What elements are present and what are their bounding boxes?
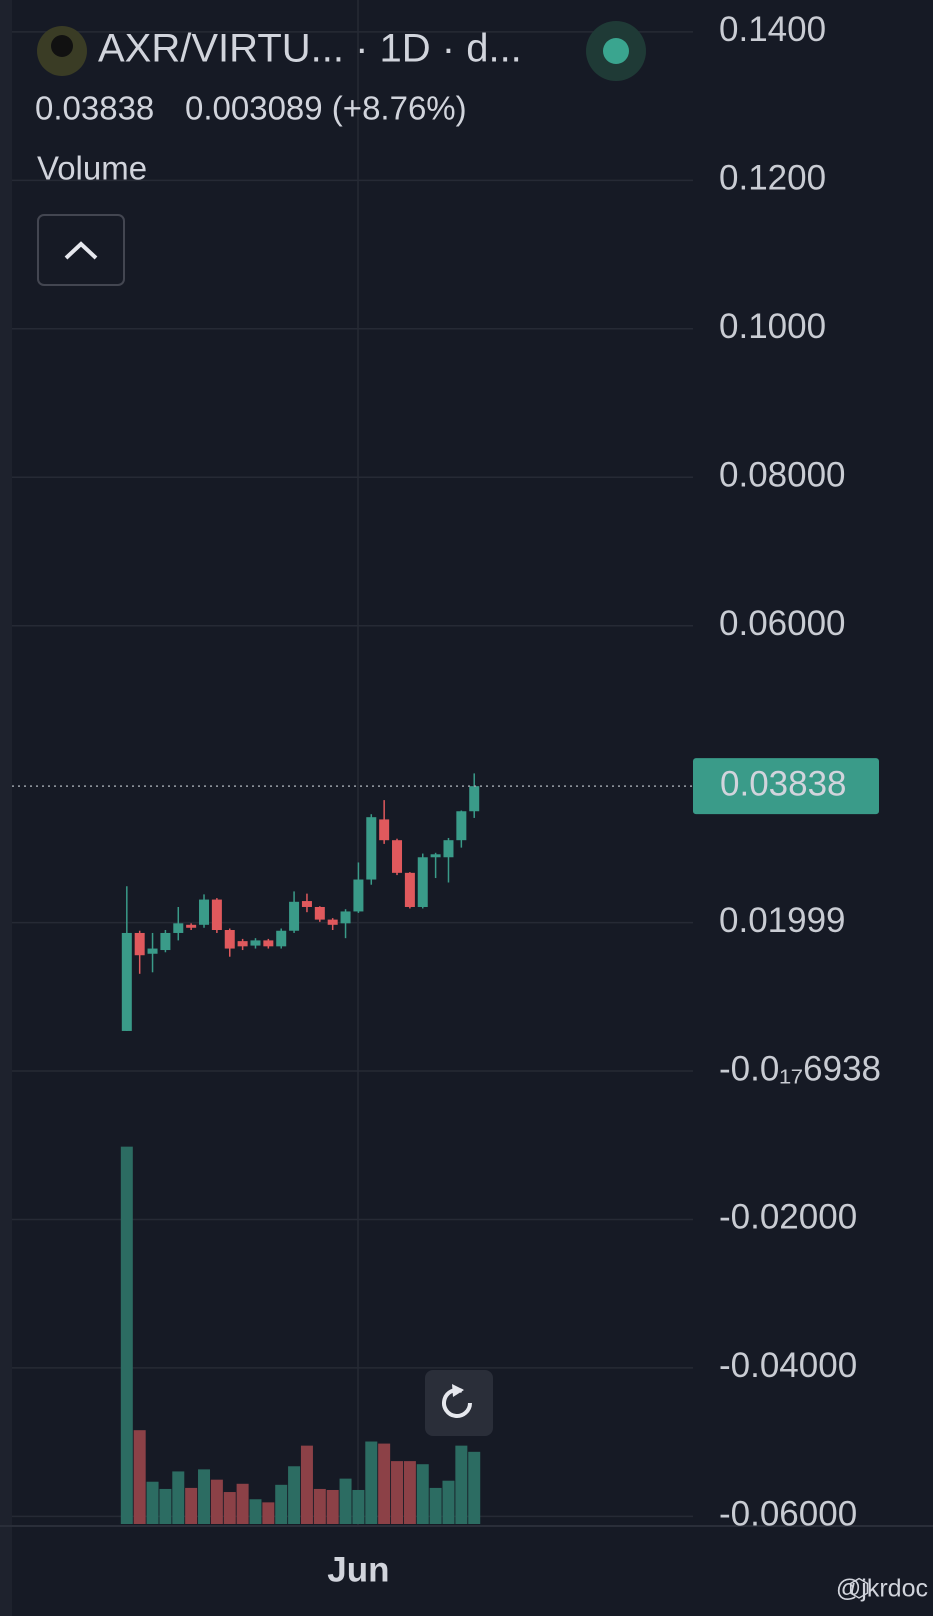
candle-body [314, 906, 325, 920]
candle-body [237, 941, 248, 947]
y-tick-label: -0.0₁₇6938 [719, 1049, 881, 1088]
y-tick-label: 0.08000 [719, 455, 846, 494]
price-change: 0.003089 (+8.76%) [185, 90, 467, 127]
watermark-icon: ⬡ [848, 1575, 870, 1603]
volume-bar [249, 1499, 262, 1524]
y-tick-label: -0.02000 [719, 1198, 857, 1237]
candle-body [379, 819, 390, 841]
candle-body [340, 911, 351, 924]
volume-bar [429, 1487, 442, 1524]
volume-bar [133, 1430, 146, 1524]
candle-body [276, 930, 287, 947]
volume-bar [275, 1484, 288, 1524]
candle-body [417, 857, 428, 907]
indicator-label[interactable]: Volume [37, 150, 147, 187]
status-dot [603, 38, 629, 64]
volume-bar [365, 1441, 378, 1524]
last-price-label: 0.03838 [720, 764, 847, 803]
y-tick-label: 0.1400 [719, 10, 826, 49]
x-tick-label: Jun [327, 1550, 389, 1589]
reset-arrow [452, 1384, 464, 1397]
y-tick-label: 0.01999 [719, 901, 846, 940]
avatar-face [51, 35, 73, 57]
volume-bar [352, 1489, 365, 1524]
candle-body [301, 901, 312, 907]
volume-bar [210, 1479, 223, 1524]
candle-body [134, 932, 145, 956]
candle-body [211, 899, 222, 930]
volume-bar [391, 1461, 404, 1524]
candle-body [121, 932, 132, 1031]
candle-body [353, 879, 364, 912]
volume-bar [339, 1478, 352, 1524]
candle-body [147, 948, 158, 954]
volume-bar [146, 1481, 159, 1524]
volume-bar [223, 1492, 236, 1524]
volume-bar [416, 1464, 429, 1524]
volume-bar [159, 1488, 172, 1524]
candle-body [263, 940, 274, 947]
volume-bar [378, 1443, 391, 1524]
volume-bar [198, 1469, 211, 1524]
candle-body [443, 840, 454, 858]
y-tick-label: -0.06000 [719, 1495, 857, 1534]
volume-bar [468, 1451, 481, 1524]
plot [120, 773, 481, 1524]
collapse-icon [64, 241, 98, 260]
candle-body [456, 811, 467, 841]
volume-bar [300, 1445, 313, 1524]
volume-bar [442, 1480, 455, 1524]
volume-bar [172, 1471, 185, 1524]
last-price-box [693, 758, 879, 815]
watermark: @jkrdoc [836, 1575, 928, 1603]
y-tick-label: -0.04000 [719, 1346, 857, 1385]
reset-button[interactable] [425, 1370, 493, 1436]
candle-body [469, 786, 480, 812]
candle-body [224, 929, 235, 949]
candle-body [199, 899, 210, 925]
last-price: 0.03838 [35, 90, 154, 127]
symbol-title: AXR/VIRTU... · 1D · d... [98, 27, 522, 71]
candle-body [327, 919, 338, 925]
y-tick-label: 0.1000 [719, 307, 826, 346]
volume-bar [326, 1489, 339, 1524]
candle-body [250, 940, 261, 946]
volume-bar [313, 1488, 326, 1524]
candle-body [404, 872, 415, 907]
collapse-button[interactable] [37, 214, 125, 286]
candle-body [160, 932, 171, 951]
volume-bar [288, 1466, 301, 1524]
volume-bar [455, 1445, 468, 1524]
volume-bar [262, 1502, 275, 1524]
y-tick-label: 0.1200 [719, 159, 826, 198]
candle-body [366, 817, 377, 880]
volume-bar [236, 1483, 249, 1524]
candle-body [289, 901, 300, 931]
volume-bar [185, 1487, 198, 1524]
volume-bar [120, 1146, 133, 1524]
candle-body [173, 923, 184, 933]
candle-body [186, 924, 197, 928]
y-tick-label: 0.06000 [719, 604, 846, 643]
volume-bar [403, 1461, 416, 1524]
left-edge [0, 0, 12, 1616]
candle-body [430, 854, 441, 858]
candle-body [392, 840, 403, 873]
